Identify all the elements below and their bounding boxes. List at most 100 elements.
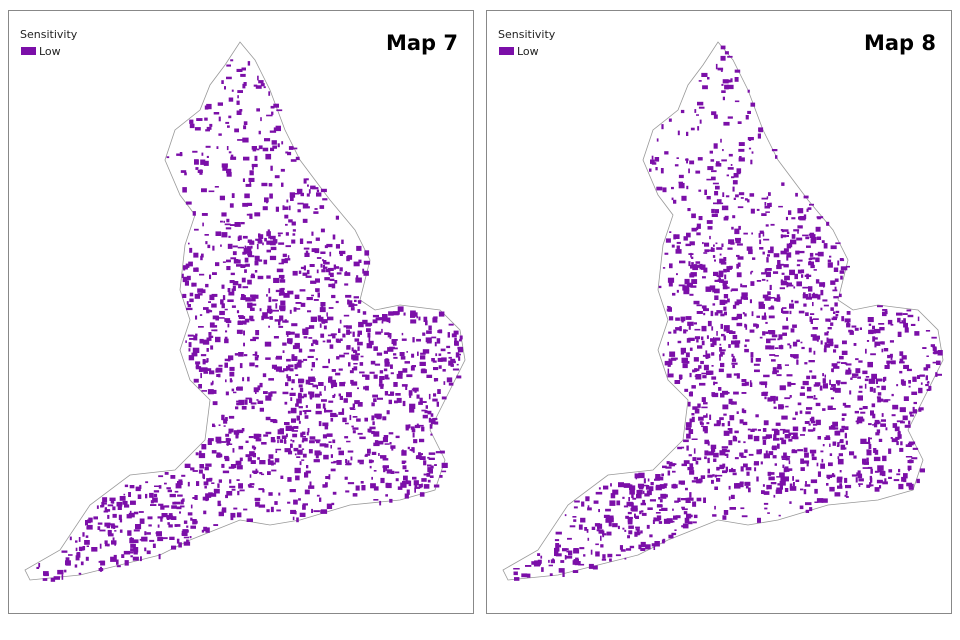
habitat-patch (304, 472, 309, 478)
habitat-patch (413, 480, 419, 486)
habitat-patch (909, 459, 912, 464)
habitat-patch (186, 307, 193, 311)
habitat-patch (786, 231, 790, 235)
habitat-patch (710, 247, 715, 252)
habitat-patch (206, 478, 212, 482)
habitat-patch (306, 178, 309, 181)
habitat-patch (676, 273, 678, 276)
habitat-patch (629, 489, 635, 495)
habitat-patch (356, 245, 362, 251)
habitat-patch (158, 475, 164, 478)
habitat-patch (395, 400, 402, 403)
habitat-patch (803, 303, 807, 307)
habitat-patch (823, 282, 825, 288)
habitat-patch (236, 429, 244, 434)
habitat-patch (218, 479, 222, 483)
habitat-patch (697, 403, 701, 408)
habitat-patch (282, 342, 287, 346)
habitat-patch (645, 485, 650, 490)
habitat-patch (626, 483, 631, 487)
habitat-patch (331, 369, 336, 372)
habitat-patch (339, 382, 345, 387)
habitat-patch (808, 347, 812, 353)
habitat-patch (364, 250, 370, 256)
habitat-patch (649, 499, 656, 502)
habitat-patch (923, 367, 929, 371)
habitat-patch (212, 315, 219, 320)
habitat-patch (767, 291, 771, 296)
habitat-patch (610, 483, 612, 487)
habitat-patch (552, 558, 554, 561)
habitat-patch (533, 562, 540, 567)
habitat-patch (215, 231, 222, 236)
habitat-patch (275, 448, 282, 451)
habitat-patch (693, 514, 698, 519)
habitat-patch (671, 186, 674, 190)
habitat-patch (760, 381, 768, 386)
habitat-patch (372, 432, 377, 434)
habitat-patch (432, 317, 438, 323)
habitat-patch (234, 222, 241, 227)
habitat-patch (723, 121, 730, 126)
habitat-patch (713, 381, 718, 384)
habitat-patch (129, 510, 132, 517)
habitat-patch (124, 484, 129, 488)
habitat-patch (301, 436, 306, 438)
habitat-patch (799, 505, 804, 510)
habitat-patch (687, 401, 691, 407)
habitat-patch (789, 501, 792, 504)
habitat-patch (401, 460, 406, 464)
habitat-patch (255, 365, 259, 368)
habitat-patch (328, 307, 334, 309)
habitat-patch (203, 307, 209, 310)
habitat-patch (894, 426, 900, 432)
habitat-patch (602, 554, 606, 559)
habitat-patch (773, 400, 776, 404)
habitat-patch (742, 285, 747, 288)
habitat-patch (707, 320, 712, 327)
habitat-patch (809, 418, 815, 422)
habitat-patch (607, 553, 613, 558)
habitat-patch (841, 447, 847, 450)
habitat-patch (851, 376, 857, 378)
habitat-patch (186, 539, 189, 543)
habitat-patch (199, 450, 202, 454)
habitat-patch (278, 274, 285, 279)
habitat-patch (342, 333, 346, 338)
habitat-patch (549, 573, 553, 576)
habitat-patch (732, 180, 738, 185)
habitat-patch (877, 305, 883, 308)
habitat-patch (338, 368, 343, 371)
habitat-patch (816, 216, 824, 219)
habitat-patch (597, 527, 600, 532)
habitat-patch (809, 232, 815, 238)
habitat-patch (292, 270, 298, 276)
habitat-patch (767, 397, 772, 402)
habitat-patch (428, 325, 432, 331)
habitat-patch (310, 316, 317, 322)
habitat-patch (719, 258, 726, 264)
habitat-patch (242, 202, 249, 207)
habitat-patch (254, 351, 258, 357)
habitat-patch (385, 482, 389, 488)
habitat-patch (640, 502, 646, 506)
habitat-patch (225, 494, 228, 499)
habitat-patch (709, 414, 712, 420)
habitat-patch (366, 343, 373, 349)
habitat-patch (250, 299, 256, 302)
habitat-patch (857, 395, 863, 401)
habitat-patch (729, 507, 736, 510)
habitat-patch (246, 518, 253, 522)
habitat-patch (122, 500, 128, 505)
habitat-patch (800, 434, 805, 436)
habitat-patch (373, 442, 380, 447)
habitat-patch (211, 389, 217, 394)
habitat-patch (832, 408, 836, 410)
habitat-patch (298, 384, 303, 388)
habitat-patch (787, 468, 793, 471)
habitat-patch (696, 339, 699, 343)
habitat-patch (171, 505, 177, 509)
habitat-patch (675, 249, 682, 254)
habitat-patch (681, 357, 688, 363)
habitat-patch (875, 432, 880, 436)
